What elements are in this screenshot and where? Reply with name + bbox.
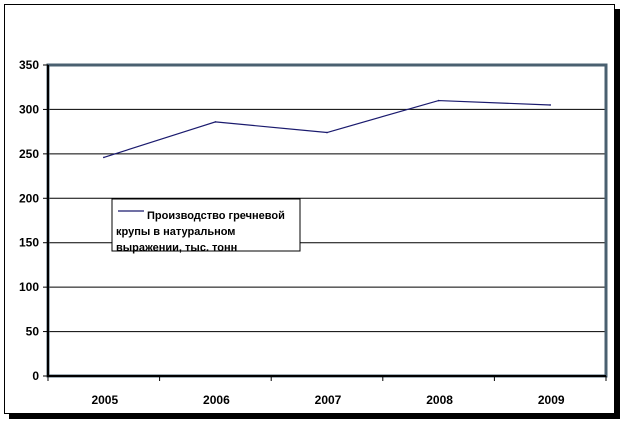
data-point-2008 [437, 99, 440, 102]
y-tick-label-250: 250 [19, 147, 39, 161]
data-point-2006 [214, 121, 217, 123]
data-point-2005 [103, 156, 105, 159]
series-layer [103, 99, 551, 159]
axes [43, 64, 607, 381]
legend-box [111, 198, 301, 252]
legend-label-line-2: крупы в натуральном [116, 226, 235, 238]
legend-label-line-3: выражении, тыс. тонн [116, 242, 237, 254]
x-tick-label-2006: 2006 [203, 393, 230, 407]
chart-frame [4, 4, 615, 414]
data-point-2007 [326, 131, 328, 134]
legend-label-line-1: Производство гречневой [147, 210, 285, 222]
legend: Производство гречневой крупы в натурально… [111, 198, 301, 254]
x-tick-label-2008: 2008 [426, 393, 453, 407]
y-tick-label-0: 0 [32, 369, 39, 383]
y-tick-labels: 0 50 100 150 200 250 300 350 [19, 58, 39, 383]
y-tick-label-50: 50 [26, 325, 40, 339]
y-tick-label-150: 150 [19, 236, 39, 250]
y-tick-label-100: 100 [19, 280, 39, 294]
x-tick-label-2009: 2009 [538, 393, 565, 407]
x-tick-label-2007: 2007 [315, 393, 342, 407]
y-tick-label-350: 350 [19, 58, 39, 72]
x-tick-label-2005: 2005 [91, 393, 118, 407]
data-point-2009 [549, 104, 551, 106]
y-tick-label-300: 300 [19, 102, 39, 116]
y-tick-label-200: 200 [19, 191, 39, 205]
x-tick-labels: 2005 2006 2007 2008 2009 [91, 393, 564, 407]
